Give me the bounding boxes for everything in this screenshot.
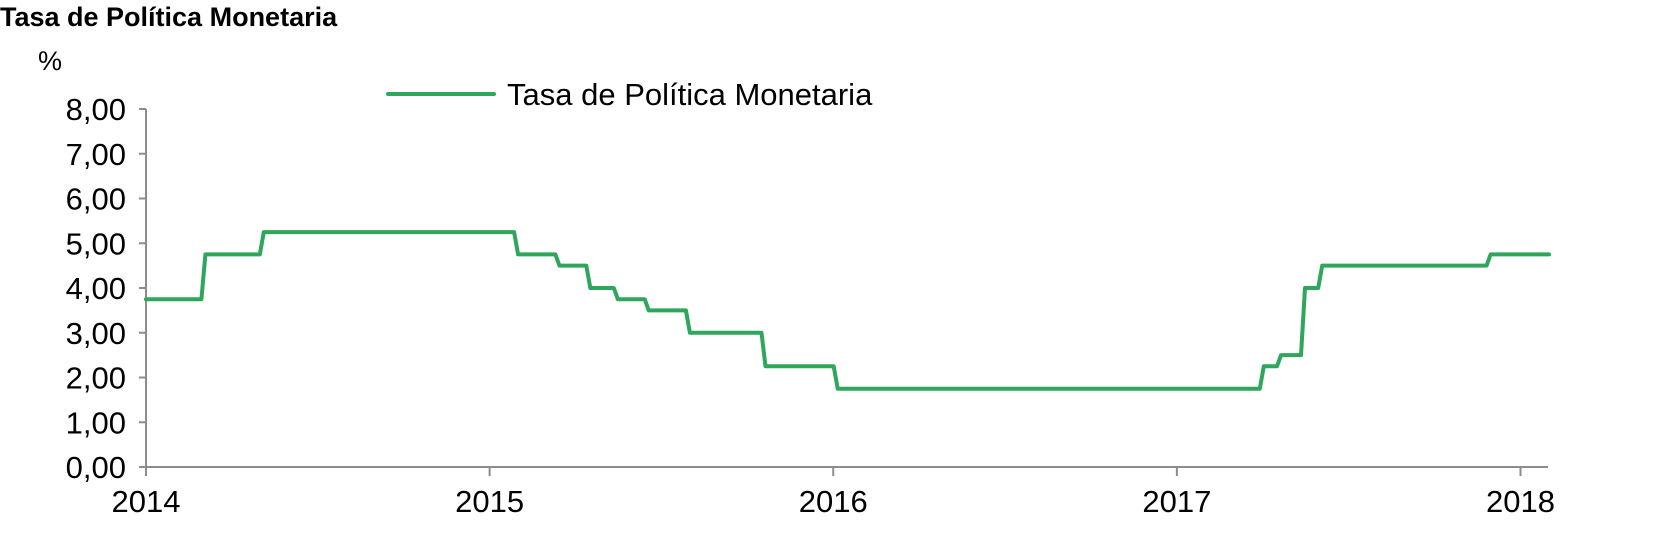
series-line — [144, 230, 1551, 391]
x-tick-label: 2014 — [112, 484, 181, 519]
y-tick-label: 1,00 — [66, 405, 126, 440]
y-axis-unit-label: % — [38, 46, 63, 76]
y-tick-label: 6,00 — [66, 182, 126, 217]
legend-label: Tasa de Política Monetaria — [507, 77, 873, 112]
y-tick-label: 5,00 — [66, 226, 126, 261]
y-tick-label: 0,00 — [66, 450, 126, 485]
y-tick-label: 7,00 — [66, 137, 126, 172]
y-axis-ticks: 0,00 1,00 2,00 3,00 4,00 5,00 6,00 7,00 8,00 — [66, 92, 146, 485]
x-tick-label: 2016 — [799, 484, 868, 519]
legend: Tasa de Política Monetaria — [386, 77, 873, 112]
series-layer — [144, 230, 1551, 391]
x-axis-ticks: 2014 2015 2016 2017 2018 — [112, 467, 1555, 519]
y-tick-label: 2,00 — [66, 361, 126, 396]
x-tick-label: 2018 — [1486, 484, 1555, 519]
chart-axes — [145, 109, 1548, 468]
chart-title: Tasa de Política Monetaria — [0, 2, 338, 32]
y-tick-label: 3,00 — [66, 316, 126, 351]
y-tick-label: 4,00 — [66, 271, 126, 306]
y-tick-label: 8,00 — [66, 92, 126, 127]
x-tick-label: 2017 — [1142, 484, 1211, 519]
x-tick-label: 2015 — [455, 484, 524, 519]
